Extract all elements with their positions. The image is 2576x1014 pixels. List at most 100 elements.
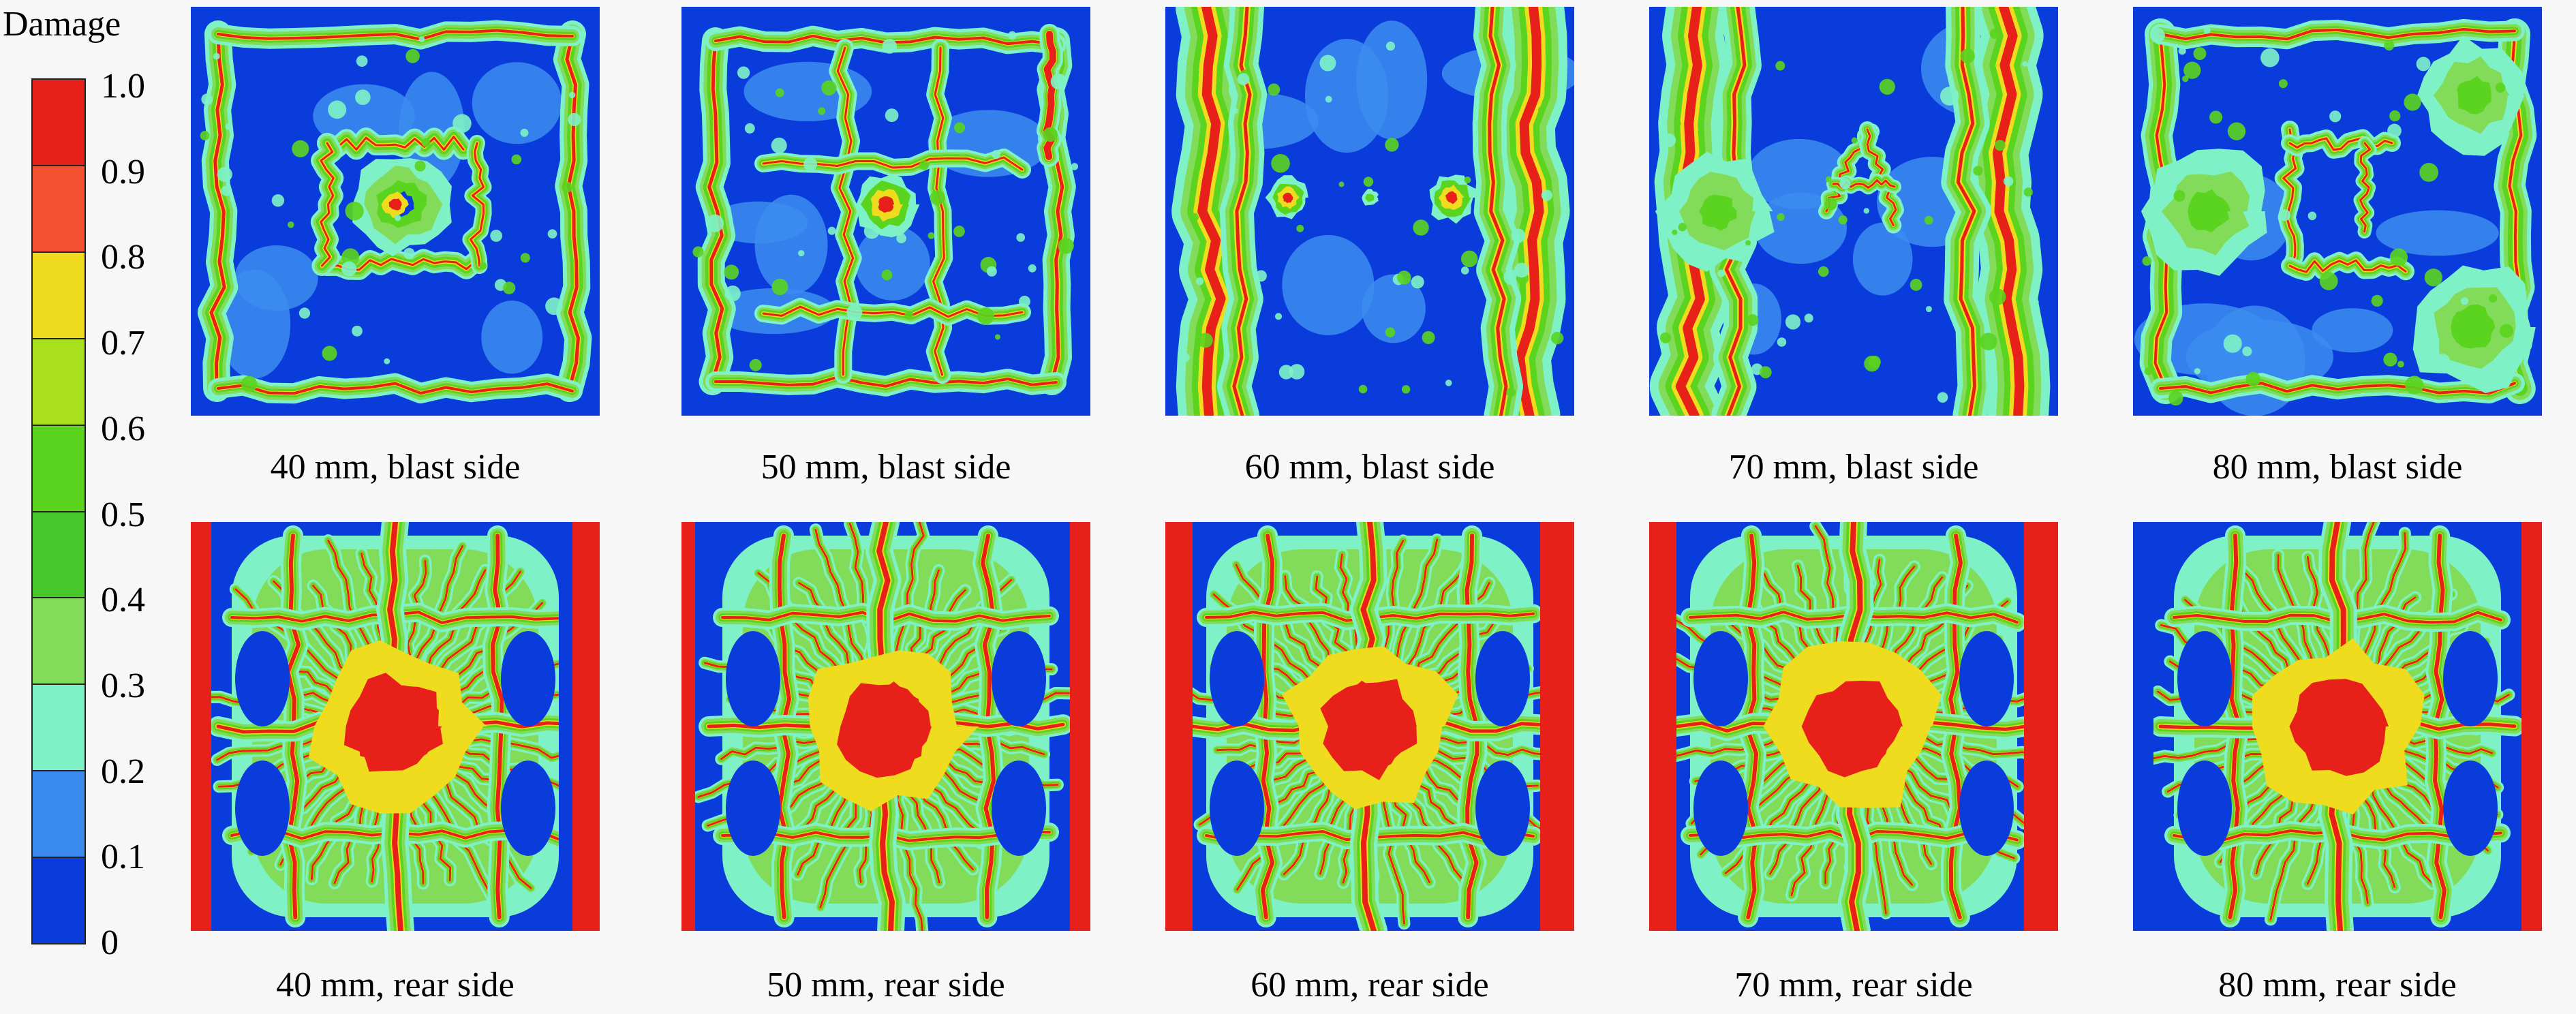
- damage-speck: [1385, 138, 1399, 152]
- damage-speck: [1980, 333, 1997, 350]
- damage-zone: [2188, 189, 2230, 233]
- damage-speck: [2436, 354, 2451, 369]
- damage-zone: [1445, 191, 1458, 204]
- damage-speck: [1511, 228, 1526, 243]
- damage-speck: [2371, 294, 2383, 307]
- damage-band: [209, 32, 226, 390]
- damage-speck: [1775, 61, 1785, 71]
- damage-speck: [2227, 122, 2246, 140]
- damage-zone: [1801, 680, 1903, 778]
- damage-speck: [2278, 209, 2290, 221]
- damage-speck: [201, 93, 213, 106]
- damage-speck: [225, 123, 232, 130]
- damage-speck: [1879, 78, 1895, 95]
- damage-speck: [1401, 385, 1411, 394]
- damage-zone: [388, 198, 403, 211]
- damage-speck: [1863, 208, 1869, 214]
- damage-speck: [1397, 271, 1411, 285]
- damage-speck: [2022, 61, 2028, 67]
- damage-speck: [547, 229, 557, 239]
- damage-speck: [415, 144, 422, 151]
- legend-swatch-1: [33, 166, 85, 253]
- low-damage-patch: [501, 631, 555, 726]
- damage-speck: [1818, 266, 1829, 277]
- low-damage-patch: [2177, 760, 2232, 856]
- damage-band: [320, 142, 335, 267]
- contour-plot-80mm-blast-side: [2133, 7, 2542, 416]
- low-damage-patch: [726, 631, 780, 726]
- damage-speck: [1019, 295, 1030, 307]
- contour-plot-40mm-rear-side: [191, 522, 600, 931]
- damage-speck: [405, 48, 420, 63]
- damage-band: [217, 29, 574, 41]
- damage-speck: [1325, 95, 1332, 103]
- damage-speck: [1363, 176, 1374, 187]
- damage-speck: [1678, 223, 1687, 232]
- damage-speck: [520, 128, 529, 137]
- damage-zone: [1320, 679, 1417, 780]
- damage-speck: [341, 248, 360, 266]
- low-damage-patch: [1362, 274, 1426, 343]
- contour-plot-70mm-rear-side: [1649, 522, 2058, 931]
- damage-speck: [1804, 313, 1813, 323]
- damage-speck: [1659, 332, 1672, 343]
- low-damage-patch: [217, 269, 291, 379]
- edge-failure-right: [1070, 522, 1090, 931]
- damage-speck: [692, 246, 704, 258]
- damage-speck: [1537, 106, 1546, 114]
- damage-band: [2359, 142, 2371, 233]
- damage-pattern: [1649, 7, 2051, 416]
- damage-band: [1515, 7, 1544, 416]
- damage-speck: [1973, 166, 1983, 176]
- contour-svg: [681, 7, 1090, 416]
- damage-speck: [2144, 367, 2153, 375]
- damage-speck: [1717, 269, 1726, 277]
- damage-speck: [1050, 73, 1067, 90]
- edge-failure-right: [1540, 522, 1574, 931]
- damage-zone: [1365, 194, 1375, 202]
- damage-speck: [2278, 79, 2288, 89]
- damage-speck: [479, 262, 487, 270]
- damage-speck: [1460, 266, 1469, 275]
- damage-speck: [241, 375, 258, 393]
- damage-speck: [217, 166, 232, 183]
- damage-speck: [1385, 327, 1396, 337]
- damage-speck: [2260, 48, 2280, 67]
- damage-speck: [568, 91, 576, 99]
- damage-speck: [1271, 153, 1290, 173]
- damage-zone: [2289, 679, 2389, 776]
- damage-speck: [1195, 277, 1204, 286]
- contour-svg: [681, 522, 1090, 931]
- legend-tick-label: 0: [101, 923, 119, 962]
- damage-speck: [2003, 176, 2014, 187]
- low-damage-patch: [501, 760, 555, 856]
- contour-svg: [2133, 7, 2542, 416]
- low-damage-patch: [992, 631, 1046, 726]
- damage-speck: [1028, 264, 1037, 273]
- contour-svg: [1649, 7, 2058, 416]
- damage-speck: [490, 230, 503, 242]
- damage-speck: [213, 52, 220, 60]
- edge-failure-left: [1649, 522, 1676, 931]
- damage-speck: [2387, 123, 2402, 138]
- damage-speck: [2181, 75, 2189, 82]
- damage-speck: [2397, 360, 2404, 368]
- damage-band: [565, 32, 580, 390]
- low-damage-patch: [2443, 631, 2498, 726]
- damage-speck: [287, 221, 294, 228]
- low-damage-patch: [1852, 222, 1913, 296]
- low-damage-patch: [472, 62, 562, 144]
- contour-svg: [1165, 7, 1574, 416]
- legend-tick-label: 0.1: [101, 838, 145, 877]
- damage-pattern: [198, 20, 592, 404]
- damage-speck: [818, 107, 826, 115]
- damage-speck: [1071, 163, 1079, 170]
- damage-speck: [1255, 270, 1267, 282]
- edge-failure-left: [191, 522, 211, 931]
- damage-speck: [298, 307, 311, 319]
- damage-speck: [2168, 390, 2183, 406]
- damage-speck: [1413, 219, 1429, 236]
- damage-speck: [1358, 384, 1368, 394]
- edge-gap: [559, 522, 572, 931]
- damage-speck: [2383, 352, 2397, 367]
